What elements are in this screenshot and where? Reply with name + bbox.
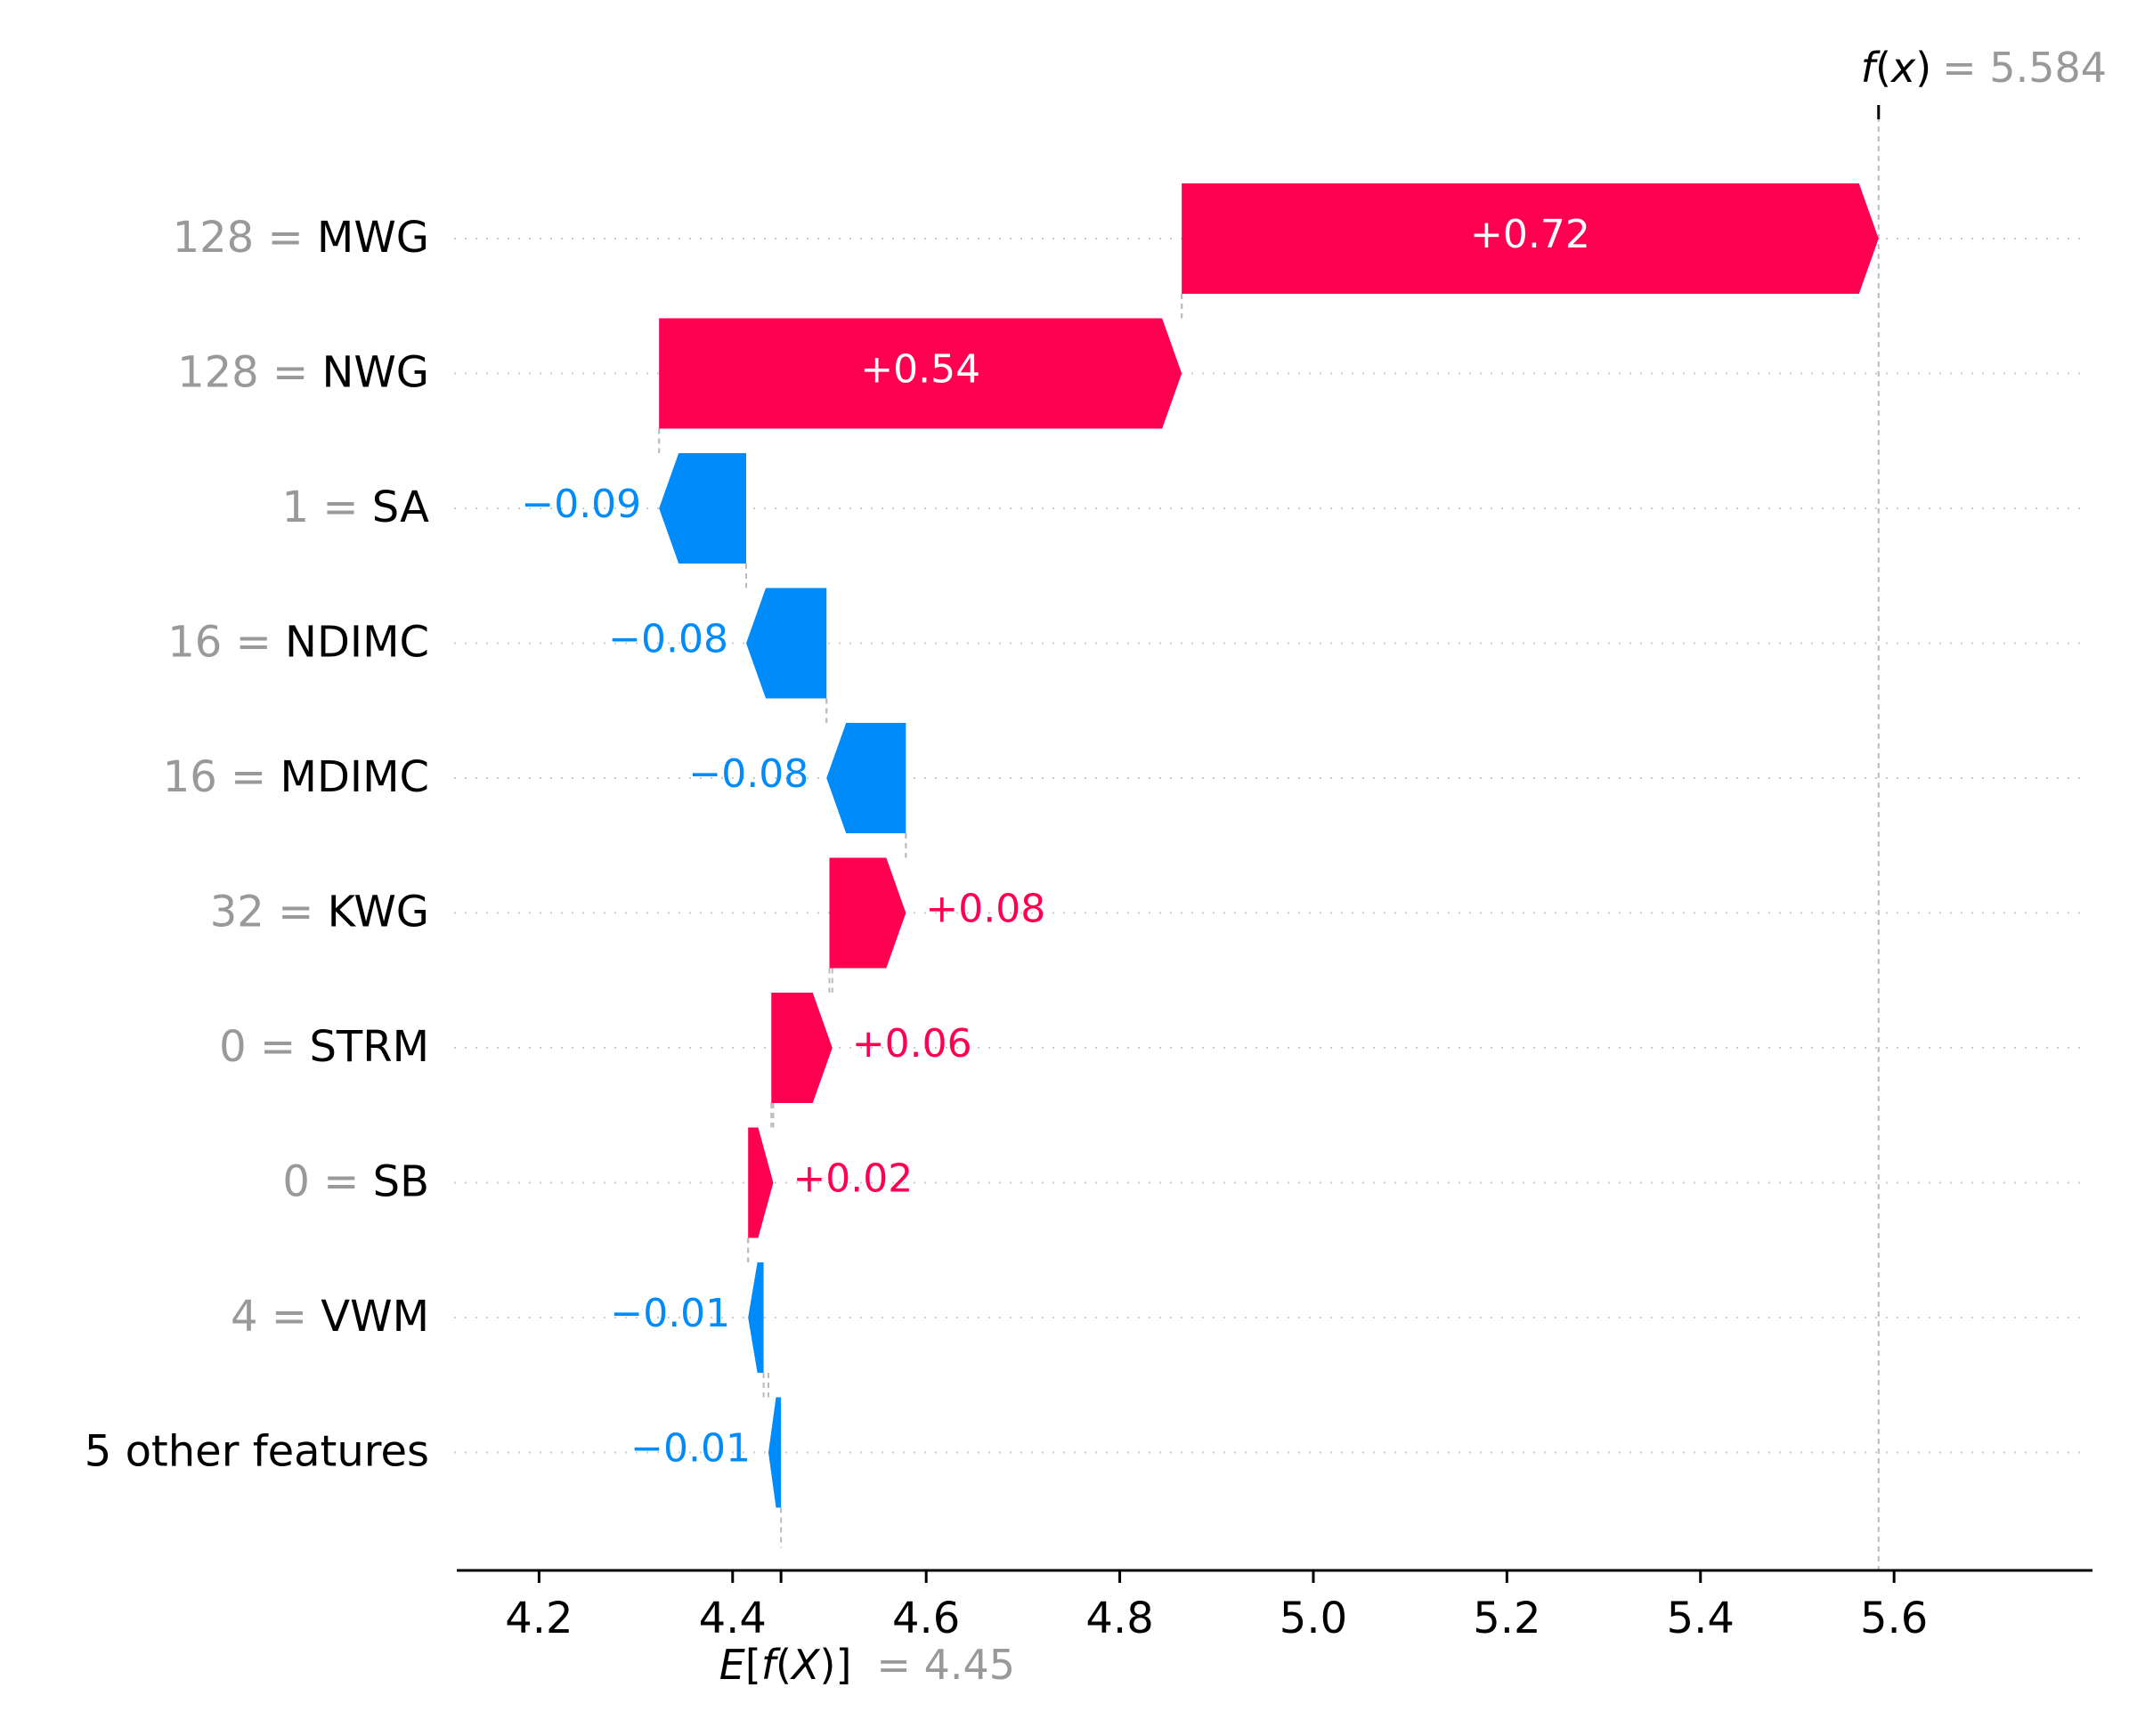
x-tick-label: 4.4 <box>699 1594 767 1643</box>
bar-positive <box>659 318 1182 429</box>
bar-value-label: −0.08 <box>688 751 808 797</box>
bar-negative <box>659 453 747 564</box>
bar-value-label: −0.08 <box>608 617 728 662</box>
feature-label: 5 other features <box>85 1427 429 1477</box>
feature-label: 16 = MDIMC <box>163 752 429 802</box>
feature-label: 0 = STRM <box>219 1022 429 1072</box>
feature-value: 128 = <box>177 348 321 398</box>
bar-positive <box>748 1127 774 1238</box>
base-value-label: E[f(X)] = 4.45 <box>719 1641 1015 1689</box>
feature-value: 128 = <box>173 213 317 263</box>
feature-name: NWG <box>321 348 429 398</box>
x-tick-label: 4.6 <box>892 1594 960 1643</box>
feature-value: 32 = <box>210 888 328 937</box>
x-tick-label: 4.2 <box>505 1594 573 1643</box>
feature-value: 16 = <box>167 618 285 668</box>
feature-name: NDIMC <box>285 618 429 668</box>
feature-label: 128 = MWG <box>173 213 429 263</box>
feature-name: MDIMC <box>280 752 429 802</box>
bar-value-label: +0.08 <box>925 887 1045 932</box>
bar-value-label: +0.72 <box>1470 212 1590 257</box>
feature-label: 128 = NWG <box>177 348 429 398</box>
feature-value: 0 = <box>219 1022 309 1072</box>
bar-value-label: +0.06 <box>852 1021 972 1067</box>
feature-name: 5 other features <box>85 1427 429 1477</box>
bar-value-label: −0.01 <box>610 1291 730 1336</box>
bar-value-label: −0.09 <box>521 482 641 527</box>
feature-name: VWM <box>321 1292 429 1342</box>
bar-negative <box>746 588 827 699</box>
x-tick-label: 5.0 <box>1280 1594 1347 1643</box>
feature-name: SA <box>372 483 429 532</box>
bar-value-label: −0.01 <box>630 1426 751 1472</box>
feature-value: 16 = <box>163 752 280 802</box>
feature-label: 16 = NDIMC <box>167 618 429 668</box>
connector-lines <box>658 105 1881 1570</box>
bar-negative <box>826 723 906 833</box>
bar-positive <box>1182 183 1879 294</box>
x-tick-label: 5.4 <box>1667 1594 1735 1643</box>
feature-label: 1 = SA <box>282 483 430 532</box>
output-value-label: f(x) = 5.584 <box>1861 44 2107 92</box>
bar-negative <box>748 1262 764 1373</box>
feature-name: SB <box>373 1157 429 1207</box>
feature-value: 4 = <box>231 1292 321 1342</box>
feature-name: KWG <box>328 888 429 937</box>
feature-name: STRM <box>309 1022 429 1072</box>
bar-positive <box>829 857 906 969</box>
contribution-bars: +0.72 +0.54 −0.09 −0.08 −0.08 +0.08 +0.06 +0.02… <box>521 183 1879 1508</box>
x-axis: 4.2 4.4 4.6 4.8 5.0 5.2 5.4 5.6 <box>457 1569 2092 1643</box>
x-tick-label: 4.8 <box>1085 1594 1153 1643</box>
bar-positive <box>771 993 833 1103</box>
feature-name: MWG <box>317 213 429 263</box>
feature-value: 0 = <box>282 1157 372 1207</box>
x-tick-label: 5.6 <box>1860 1594 1928 1643</box>
bar-value-label: +0.02 <box>792 1156 913 1202</box>
feature-label: 32 = KWG <box>210 888 429 937</box>
feature-label: 4 = VWM <box>231 1292 429 1342</box>
feature-value: 1 = <box>282 483 372 532</box>
x-tick-label: 5.2 <box>1473 1594 1540 1643</box>
bar-value-label: +0.54 <box>860 347 980 393</box>
bar-negative <box>768 1397 782 1508</box>
feature-label: 0 = SB <box>282 1157 429 1207</box>
